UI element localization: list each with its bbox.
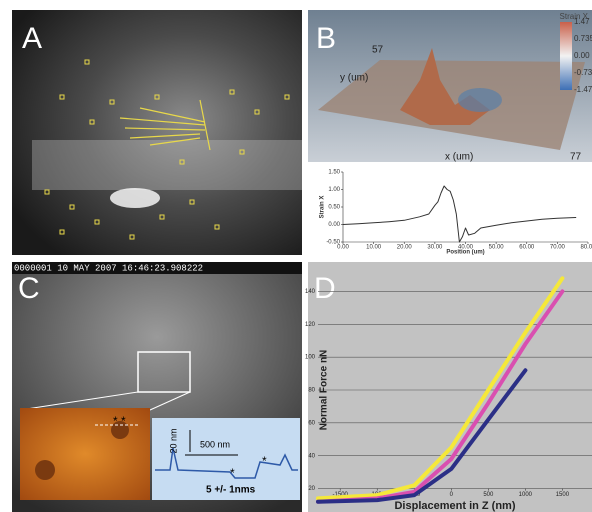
panel-b: Strain X 1.47 0.735 0.00 -0.735 -1.47 57… <box>308 10 592 255</box>
plot-background <box>308 162 592 255</box>
pit <box>35 460 55 480</box>
y-tick-label: 0.50 <box>328 205 340 211</box>
colorbar-tick: -0.735 <box>574 68 592 77</box>
figure: A Strain X 1.47 0.735 0.00 -0.735 -1.47 … <box>0 0 592 512</box>
step-mark: * <box>262 454 267 468</box>
x-tick-label: 80.00 <box>580 245 592 251</box>
x-tick-label: 1500 <box>556 492 570 498</box>
panel-c: 0000001 10 MAY 2007 16:46:23.908222 * * … <box>12 262 302 512</box>
x-tick-label: 10.00 <box>366 245 382 251</box>
y-tick-label: 0.00 <box>328 222 340 228</box>
x-label: x (um) <box>445 152 473 163</box>
step-text: 5 +/- 1nms <box>206 485 256 496</box>
panel-label: C <box>18 272 40 305</box>
colorbar-tick: 1.47 <box>574 17 590 26</box>
x-tick-label: 20.00 <box>397 245 413 251</box>
panel-label: A <box>22 22 42 55</box>
x-tick-label: 30.00 <box>427 245 443 251</box>
panel-a: A <box>12 10 302 255</box>
micrograph <box>12 10 302 255</box>
x-tick-label: 50.00 <box>489 245 505 251</box>
y-tick-label: 120 <box>305 322 316 328</box>
x-tick-label: 70.00 <box>550 245 566 251</box>
timestamp: 0000001 10 MAY 2007 16:46:23.908222 <box>14 263 203 273</box>
x-tick-label: 0.00 <box>337 245 349 251</box>
x-tick-label: 500 <box>483 492 494 498</box>
x-axis-label: Displacement in Z (nm) <box>394 500 515 512</box>
trough <box>458 88 502 112</box>
band <box>32 140 302 190</box>
x-tick-label: 60.00 <box>519 245 535 251</box>
y-axis-label: Normal Force nN <box>319 350 330 431</box>
step-star: * <box>230 466 235 480</box>
colorbar-tick: 0.735 <box>574 34 592 43</box>
glare <box>110 188 160 208</box>
colorbar-tick: 0.00 <box>574 51 590 60</box>
colorbar-tick: -1.47 <box>574 85 592 94</box>
panel-label: D <box>314 272 336 305</box>
x-tick-label: 1000 <box>519 492 533 498</box>
y-tick-label: 80 <box>308 388 315 394</box>
y-tick-label: 40 <box>308 453 315 459</box>
y-tick-label: 100 <box>305 355 316 361</box>
height-scale: 20 nm <box>168 428 178 453</box>
y-axis-label: Strain X <box>320 196 326 219</box>
afm-inset <box>20 408 150 500</box>
x-max: 77 <box>570 152 582 163</box>
y-tick-label: 1.50 <box>328 170 340 176</box>
panel-label: B <box>316 22 336 55</box>
x-axis-label: Position (um) <box>446 250 484 256</box>
y-tick-label: 60 <box>308 420 315 426</box>
inset-stars: * * <box>113 414 126 428</box>
y-max: 57 <box>372 45 384 56</box>
colorbar <box>560 22 572 90</box>
y-label: y (um) <box>340 73 368 84</box>
y-tick-label: 1.00 <box>328 187 340 193</box>
y-tick-label: 140 <box>305 289 316 295</box>
y-tick-label: 20 <box>308 486 315 492</box>
length-scale: 500 nm <box>200 439 230 449</box>
